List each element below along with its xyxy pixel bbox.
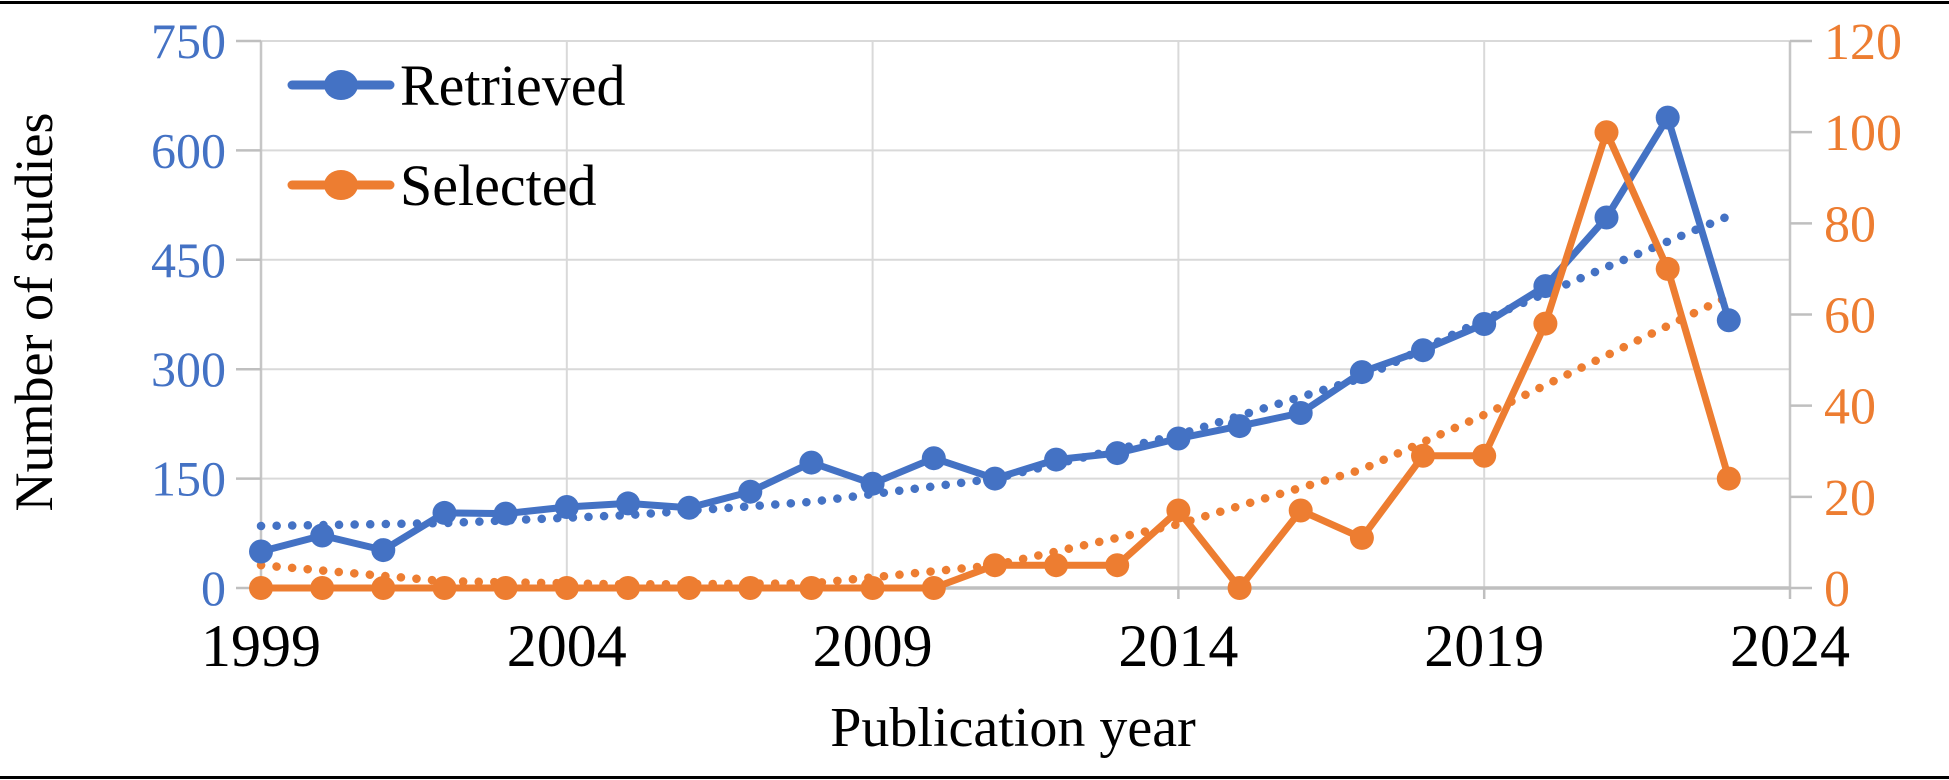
- legend-label-selected: Selected: [400, 153, 596, 218]
- data-point-retrieved-2023: [1716, 308, 1741, 333]
- data-point-retrieved-2007: [738, 479, 763, 504]
- data-point-retrieved-2006: [677, 495, 702, 520]
- right-axis-label-80: 80: [1824, 196, 1876, 253]
- data-point-retrieved-2012: [1044, 447, 1069, 472]
- data-point-retrieved-2013: [1105, 441, 1130, 466]
- legend-marker-icon-selected: [324, 170, 358, 200]
- data-point-retrieved-2015: [1227, 414, 1252, 439]
- data-point-selected-2010: [921, 576, 946, 600]
- data-point-retrieved-2008: [799, 450, 824, 475]
- data-point-selected-2012: [1044, 553, 1069, 578]
- y-axis-title: Number of studies: [4, 113, 64, 512]
- data-point-retrieved-2011: [982, 466, 1007, 491]
- data-point-selected-2005: [616, 576, 640, 600]
- right-axis-label-40: 40: [1824, 379, 1876, 436]
- data-point-retrieved-2020: [1533, 274, 1558, 299]
- data-point-retrieved-2017: [1349, 360, 1374, 385]
- series-markers-selected: [249, 120, 1741, 600]
- data-point-selected-2014: [1166, 498, 1191, 523]
- data-point-selected-2023: [1716, 466, 1741, 491]
- right-axis-label-100: 100: [1824, 105, 1902, 162]
- data-point-retrieved-2009: [860, 471, 885, 496]
- data-point-selected-2016: [1288, 498, 1313, 523]
- data-point-selected-2000: [310, 576, 335, 600]
- x-axis-label-2009: 2009: [813, 613, 933, 679]
- left-axis-label-600: 600: [151, 122, 226, 178]
- data-point-retrieved-2010: [921, 446, 946, 471]
- bottom-border-rule: [0, 776, 1949, 779]
- data-point-selected-2015: [1227, 576, 1252, 600]
- data-point-retrieved-2001: [371, 538, 396, 563]
- x-axis-label-2004: 2004: [507, 613, 627, 679]
- x-axis-label-1999: 1999: [201, 613, 321, 679]
- data-point-retrieved-1999: [249, 539, 273, 564]
- data-point-retrieved-2003: [493, 501, 518, 526]
- data-point-selected-2017: [1349, 525, 1374, 550]
- legend: Retrieved Selected: [287, 53, 625, 218]
- data-point-retrieved-2018: [1411, 338, 1435, 363]
- data-point-selected-2006: [677, 576, 702, 600]
- left-axis-label-0: 0: [201, 560, 226, 616]
- series-markers-retrieved: [249, 105, 1741, 564]
- trendline-selected: [256, 292, 1734, 589]
- data-point-selected-2018: [1411, 443, 1435, 468]
- legend-label-retrieved: Retrieved: [400, 53, 625, 118]
- data-point-retrieved-2022: [1655, 105, 1680, 130]
- data-point-selected-2008: [799, 576, 824, 600]
- data-point-selected-2009: [860, 576, 885, 600]
- right-axis-label-120: 120: [1824, 14, 1902, 71]
- data-point-selected-2020: [1533, 311, 1558, 336]
- right-axis-label-0: 0: [1824, 561, 1850, 618]
- x-axis-title: Publication year: [830, 697, 1196, 759]
- data-point-selected-2021: [1594, 120, 1619, 145]
- data-point-retrieved-2004: [554, 495, 579, 519]
- data-point-selected-2004: [554, 576, 579, 600]
- data-point-retrieved-2005: [616, 491, 640, 516]
- data-point-selected-2011: [982, 553, 1007, 578]
- data-point-selected-2002: [432, 576, 457, 600]
- right-axis-label-60: 60: [1824, 288, 1876, 345]
- data-point-selected-2019: [1472, 443, 1497, 468]
- right-axis-label-20: 20: [1824, 470, 1876, 527]
- legend-marker-icon-retrieved: [324, 70, 358, 100]
- legend-item-selected: Selected: [287, 153, 596, 218]
- data-point-selected-2013: [1105, 553, 1130, 578]
- x-axis-label-2024: 2024: [1730, 613, 1850, 679]
- data-point-selected-2007: [738, 576, 763, 600]
- left-axis-label-150: 150: [151, 451, 226, 507]
- x-axis-label-2014: 2014: [1118, 613, 1238, 679]
- legend-item-retrieved: Retrieved: [287, 53, 625, 118]
- axis-labels: 0 150 300 450 600 750 0 20 40 60 80 100 120 1999 2004 2…: [151, 13, 1902, 679]
- data-point-selected-2003: [493, 576, 518, 600]
- data-point-selected-1999: [249, 576, 273, 600]
- x-axis-label-2019: 2019: [1424, 613, 1544, 679]
- data-point-retrieved-2002: [432, 500, 457, 525]
- data-point-selected-2001: [371, 576, 396, 600]
- gridlines: [261, 40, 1790, 588]
- left-axis-label-300: 300: [151, 341, 226, 397]
- data-point-retrieved-2016: [1288, 401, 1313, 425]
- left-axis-label-750: 750: [151, 13, 226, 69]
- top-border-rule: [0, 1, 1949, 4]
- data-point-retrieved-2019: [1472, 312, 1497, 336]
- data-point-selected-2022: [1655, 256, 1680, 281]
- data-point-retrieved-2014: [1166, 426, 1191, 451]
- left-axis-label-450: 450: [151, 232, 226, 288]
- data-point-retrieved-2021: [1594, 205, 1619, 230]
- data-point-retrieved-2000: [310, 523, 335, 548]
